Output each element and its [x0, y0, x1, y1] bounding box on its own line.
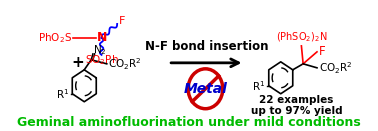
Text: F: F — [319, 45, 325, 58]
Text: CO$_2$R$^2$: CO$_2$R$^2$ — [108, 56, 141, 72]
Text: Metal: Metal — [183, 82, 228, 96]
Text: Geminal aminofluorination under mild conditions: Geminal aminofluorination under mild con… — [17, 116, 361, 129]
Text: N-F bond insertion: N-F bond insertion — [144, 40, 268, 53]
Text: N: N — [96, 31, 107, 44]
Text: up to 97% yield: up to 97% yield — [251, 106, 342, 116]
Text: PhO$_2$S: PhO$_2$S — [38, 31, 72, 45]
Circle shape — [188, 69, 223, 109]
Text: SO$_2$Ph: SO$_2$Ph — [85, 53, 118, 67]
Text: R$^1$: R$^1$ — [56, 87, 69, 101]
Text: CO$_2$R$^2$: CO$_2$R$^2$ — [319, 60, 352, 76]
Text: R$^1$: R$^1$ — [252, 79, 265, 93]
Text: 22 examples: 22 examples — [259, 95, 333, 105]
Text: N$_2$: N$_2$ — [93, 43, 107, 57]
Text: +: + — [71, 55, 84, 70]
Text: F: F — [119, 16, 125, 26]
Text: (PhSO$_2$)$_2$N: (PhSO$_2$)$_2$N — [276, 30, 327, 44]
